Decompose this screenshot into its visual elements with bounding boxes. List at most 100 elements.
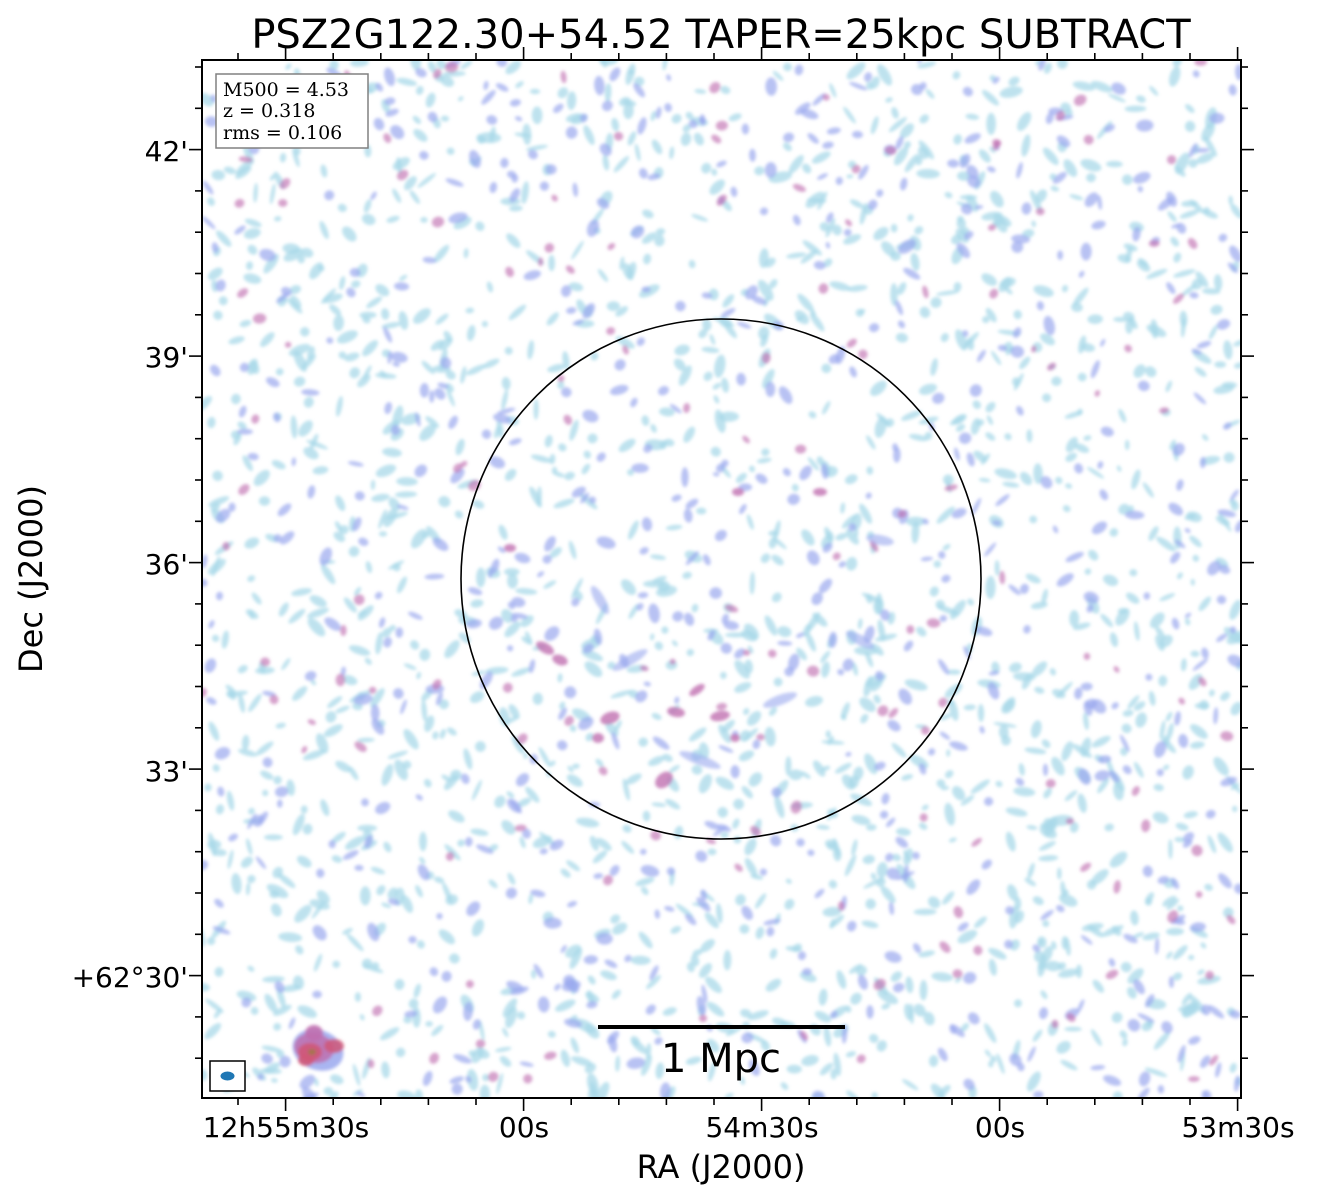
emission-blob — [1008, 584, 1021, 596]
emission-blob — [1087, 924, 1104, 938]
emission-blob — [1228, 84, 1237, 96]
emission-blob — [1179, 209, 1199, 219]
emission-blob — [1189, 199, 1204, 214]
emission-blob — [1065, 818, 1074, 825]
emission-blob — [357, 824, 378, 832]
emission-blob — [530, 969, 537, 979]
emission-blob — [704, 821, 721, 830]
emission-blob — [357, 737, 375, 743]
emission-blob — [710, 446, 721, 457]
emission-blob — [738, 750, 755, 762]
emission-blob — [621, 579, 636, 595]
emission-blob — [567, 900, 578, 908]
emission-blob — [821, 463, 829, 479]
emission-blob — [1013, 672, 1036, 682]
emission-blob — [583, 450, 592, 459]
info-redshift: z = 0.318 — [223, 100, 315, 122]
emission-blob — [486, 115, 498, 125]
emission-blob — [281, 286, 292, 297]
emission-blob — [651, 139, 663, 155]
emission-blob — [1209, 112, 1225, 124]
emission-blob — [1121, 723, 1132, 734]
emission-blob — [828, 631, 838, 648]
emission-blob — [720, 671, 727, 680]
emission-blob — [1130, 910, 1139, 926]
emission-blob — [1109, 528, 1119, 537]
emission-blob — [561, 387, 572, 398]
emission-blob — [916, 626, 927, 637]
emission-blob — [1087, 314, 1103, 325]
emission-blob — [429, 967, 439, 977]
emission-blob — [760, 553, 771, 563]
emission-blob — [567, 765, 574, 773]
emission-blob — [691, 603, 699, 613]
emission-blob — [549, 547, 562, 558]
emission-blob — [1041, 588, 1048, 605]
emission-blob — [525, 786, 540, 803]
emission-blob — [593, 873, 604, 879]
emission-blob — [718, 724, 731, 744]
emission-blob — [796, 838, 805, 847]
emission-blob — [487, 1071, 499, 1082]
emission-blob — [1027, 1046, 1036, 1062]
emission-blob — [939, 731, 951, 740]
emission-blob — [970, 779, 990, 794]
emission-blob — [720, 832, 729, 839]
emission-blob — [1033, 285, 1054, 297]
emission-blob — [791, 483, 799, 492]
emission-blob — [741, 123, 750, 135]
figure-title: PSZ2G122.30+54.52 TAPER=25kpc SUBTRACT — [251, 12, 1191, 58]
emission-blob — [797, 951, 807, 961]
emission-blob — [467, 587, 483, 596]
emission-blob — [245, 882, 251, 896]
emission-blob — [1111, 702, 1119, 710]
emission-blob — [610, 914, 621, 924]
emission-blob — [1165, 380, 1173, 393]
emission-blob — [924, 431, 933, 440]
emission-blob — [444, 61, 459, 73]
emission-blob — [383, 637, 392, 648]
emission-blob — [847, 284, 868, 292]
emission-blob — [1189, 292, 1199, 299]
emission-blob — [443, 330, 453, 343]
emission-blob — [554, 983, 561, 991]
emission-blob — [774, 795, 785, 819]
emission-blob — [263, 834, 283, 841]
emission-blob — [897, 282, 907, 295]
emission-blob — [992, 76, 1000, 84]
emission-blob — [966, 452, 975, 467]
emission-blob — [248, 807, 255, 815]
x-tick-label: 53m30s — [1181, 1111, 1294, 1144]
emission-blob — [995, 494, 1010, 507]
emission-blob — [795, 102, 811, 115]
emission-blob — [234, 198, 245, 208]
emission-blob — [643, 253, 652, 265]
emission-blob — [489, 181, 498, 194]
emission-blob — [382, 420, 400, 435]
emission-blob — [865, 651, 874, 668]
emission-blob — [276, 1049, 285, 1058]
emission-blob — [1034, 686, 1045, 694]
emission-blob — [349, 367, 360, 379]
emission-blob — [565, 978, 579, 993]
emission-blob — [763, 918, 781, 926]
emission-blob — [963, 971, 977, 984]
emission-blob — [569, 419, 579, 441]
emission-blob — [664, 905, 675, 912]
emission-blob — [905, 976, 914, 994]
emission-blob — [814, 888, 825, 899]
emission-blob — [354, 491, 365, 501]
emission-blob — [294, 904, 312, 923]
emission-blob — [1112, 1091, 1123, 1098]
emission-blob — [1217, 832, 1233, 853]
emission-blob — [538, 747, 551, 767]
emission-blob — [1073, 94, 1087, 106]
emission-blob — [376, 885, 386, 896]
emission-blob — [711, 168, 718, 176]
emission-blob — [916, 168, 940, 179]
emission-blob — [685, 551, 699, 566]
emission-blob — [1122, 174, 1133, 185]
emission-blob — [482, 358, 500, 369]
emission-blob — [1168, 976, 1175, 988]
emission-blob — [1169, 66, 1181, 87]
